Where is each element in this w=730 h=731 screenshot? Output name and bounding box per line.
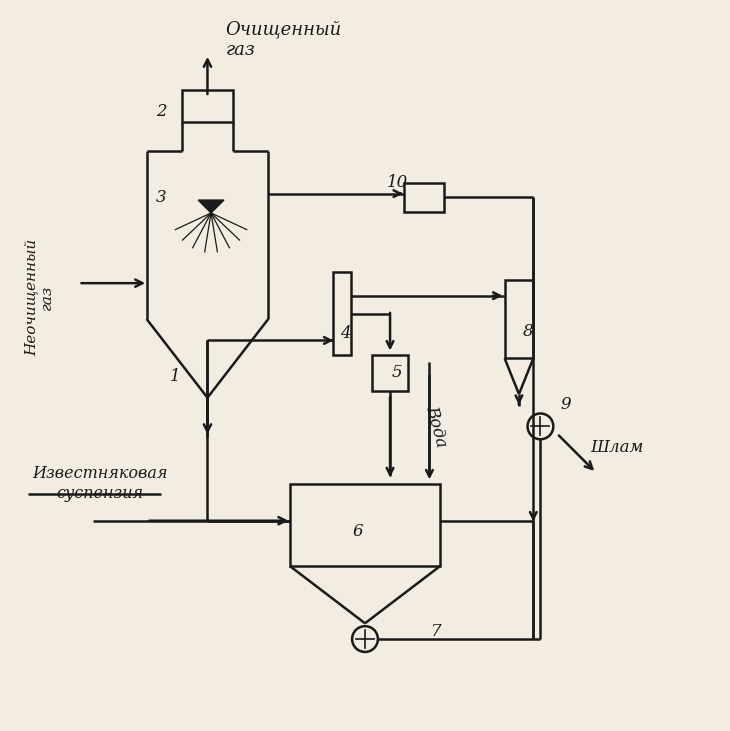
Text: Очищенный
газ: Очищенный газ	[226, 20, 342, 59]
Polygon shape	[198, 200, 224, 213]
Bar	[182, 90, 233, 122]
Bar	[404, 183, 444, 211]
Text: 10: 10	[387, 175, 408, 192]
Bar	[290, 484, 440, 566]
Text: 2: 2	[155, 103, 166, 120]
Bar	[372, 355, 408, 390]
Text: 1: 1	[170, 368, 180, 385]
Text: Шлам: Шлам	[591, 439, 644, 456]
Text: 5: 5	[392, 364, 402, 381]
Text: 3: 3	[155, 189, 166, 205]
Bar	[504, 279, 534, 358]
Bar	[333, 273, 350, 355]
Text: Вода: Вода	[423, 404, 450, 449]
Text: 8: 8	[523, 322, 534, 340]
Text: Известняковая
суспензия: Известняковая суспензия	[32, 466, 168, 502]
Text: 6: 6	[353, 523, 363, 540]
Text: 9: 9	[560, 396, 571, 414]
Text: Неочищенный
газ: Неочищенный газ	[24, 239, 54, 356]
Text: 7: 7	[431, 624, 442, 640]
Text: 4: 4	[339, 325, 350, 342]
